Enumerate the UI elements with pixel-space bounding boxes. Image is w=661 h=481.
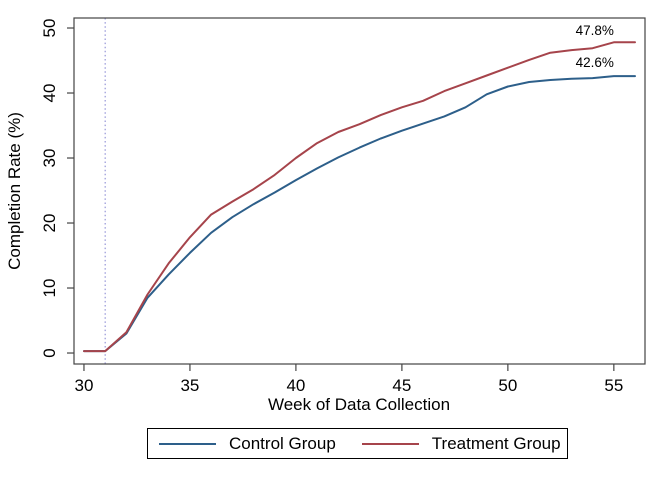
legend-swatch-control-group [159, 442, 216, 445]
series-line-treatment-group [83, 41, 636, 353]
x-tick-label: 35 [180, 376, 199, 395]
series-line-control-group [83, 75, 636, 353]
legend-label-treatment-group: Treatment Group [431, 433, 561, 453]
x-tick-label: 50 [498, 376, 517, 395]
y-tick-label: 0 [40, 348, 59, 357]
y-tick-label: 20 [40, 214, 59, 233]
x-tick-label: 40 [286, 376, 305, 395]
y-tick-label: 40 [40, 84, 59, 103]
annotation-control-group: 42.6% [576, 55, 614, 70]
legend-label-control-group: Control Group [229, 433, 336, 453]
plot-area: 0 10 20 30 40 50 30 35 40 45 50 55 47.8% 42.6% [40, 17, 646, 395]
y-tick-label: 10 [40, 279, 59, 298]
x-tick-label: 30 [75, 376, 94, 395]
y-tick-label: 30 [40, 149, 59, 168]
y-tick-label: 50 [40, 19, 59, 38]
x-axis-title: Week of Data Collection [268, 395, 450, 414]
legend-swatch-treatment-group [361, 442, 419, 445]
annotation-treatment-group: 47.8% [576, 23, 614, 38]
x-tick-label: 45 [392, 376, 411, 395]
y-axis-title: Completion Rate (%) [5, 112, 24, 270]
plot-border [73, 17, 646, 365]
x-tick-label: 55 [604, 376, 623, 395]
legend: Control Group Treatment Group [147, 428, 568, 459]
